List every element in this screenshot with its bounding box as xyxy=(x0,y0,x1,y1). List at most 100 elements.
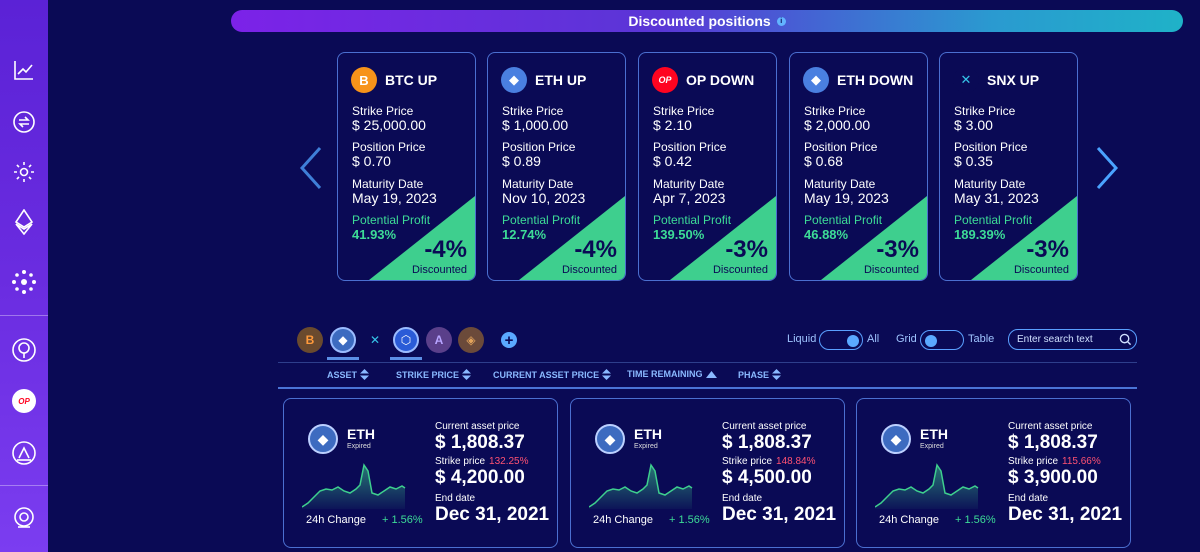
profit-label: Potential Profit xyxy=(352,213,431,227)
gear-icon[interactable] xyxy=(9,157,39,187)
arbitrum-network-icon[interactable] xyxy=(9,438,39,468)
ethereum-network-icon[interactable] xyxy=(9,207,39,237)
balloon-icon[interactable] xyxy=(9,335,39,365)
profit-label: Potential Profit xyxy=(954,213,1033,227)
end-date-value: Dec 31, 2021 xyxy=(722,504,837,525)
ethereum-icon: ◆ xyxy=(501,67,527,93)
change-value: + 1.56% xyxy=(669,514,710,526)
strike-value: $ 2,000.00 xyxy=(804,117,871,133)
column-current-asset-price[interactable]: CURRENT ASSET PRICE xyxy=(493,369,612,380)
market-card[interactable]: ◆ ETH Expired 24h Change + 1.56% Current… xyxy=(856,398,1131,548)
end-date-value: Dec 31, 2021 xyxy=(435,504,550,525)
strike-price-value: $ 3,900.00 xyxy=(1008,467,1098,488)
profit-value: 189.39% xyxy=(954,227,1006,242)
position-price-label: Position Price xyxy=(804,140,878,154)
grid-table-toggle[interactable] xyxy=(920,330,964,350)
maturity-value: Nov 10, 2023 xyxy=(502,190,586,206)
position-name: ETH DOWN xyxy=(837,72,914,88)
change-value: + 1.56% xyxy=(955,514,996,526)
column-strike-price[interactable]: STRIKE PRICE xyxy=(396,369,472,380)
strike-price-label: Strike price 148.84% xyxy=(722,456,816,467)
position-price-value: $ 0.68 xyxy=(804,153,843,169)
liquid-all-toggle[interactable] xyxy=(819,330,863,350)
synthetix-filter-icon[interactable]: ✕ xyxy=(369,333,381,347)
aave-filter-icon[interactable]: A xyxy=(426,327,452,353)
support-icon[interactable] xyxy=(9,503,39,533)
asset-symbol: ETH xyxy=(634,426,662,442)
strike-percent: 132.25% xyxy=(489,456,529,467)
market-card[interactable]: ◆ ETH Expired 24h Change + 1.56% Current… xyxy=(570,398,845,548)
search-icon[interactable] xyxy=(1119,333,1132,346)
ethereum-icon: ◆ xyxy=(595,424,625,454)
bitcoin-filter-icon[interactable]: B xyxy=(297,327,323,353)
info-icon[interactable]: i xyxy=(776,16,786,26)
column-phase[interactable]: PHASE xyxy=(738,369,782,380)
sort-icon xyxy=(462,369,472,380)
sort-icon xyxy=(602,369,612,380)
position-price-label: Position Price xyxy=(954,140,1028,154)
discount-percent: -3% xyxy=(1026,236,1069,263)
position-card[interactable]: ◆ ETH UP Strike Price $ 1,000.00 Positio… xyxy=(487,52,626,281)
price-sparkline xyxy=(302,463,406,509)
discount-label: Discounted xyxy=(561,264,617,276)
add-asset-button[interactable]: + xyxy=(501,332,517,348)
status-badge: Expired xyxy=(347,443,371,450)
ethereum-filter-icon[interactable]: ◆ xyxy=(330,327,356,353)
liquid-label: Liquid xyxy=(787,333,817,345)
change-label: 24h Change xyxy=(306,514,366,526)
end-date-label: End date xyxy=(1008,493,1049,504)
current-price-label: Current asset price xyxy=(722,421,807,432)
search-input[interactable] xyxy=(1008,329,1137,350)
column-time-remaining[interactable]: TIME REMAINING xyxy=(627,369,717,379)
market-card[interactable]: ◆ ETH Expired 24h Change + 1.56% Current… xyxy=(283,398,558,548)
optimism-icon: OP xyxy=(652,67,678,93)
maturity-label: Maturity Date xyxy=(804,177,876,191)
strike-value: $ 2.10 xyxy=(653,117,692,133)
position-price-value: $ 0.89 xyxy=(502,153,541,169)
bnb-filter-icon[interactable]: ◈ xyxy=(458,327,484,353)
position-card[interactable]: ◆ ETH DOWN Strike Price $ 2,000.00 Posit… xyxy=(789,52,928,281)
strike-label: Strike Price xyxy=(954,104,1016,118)
column-asset[interactable]: ASSET xyxy=(327,369,370,380)
position-card[interactable]: OP OP DOWN Strike Price $ 2.10 Position … xyxy=(638,52,777,281)
position-card[interactable]: ✕ SNX UP Strike Price $ 3.00 Position Pr… xyxy=(939,52,1078,281)
chevron-left-icon[interactable] xyxy=(296,145,326,191)
sidebar: OP xyxy=(0,0,48,552)
chart-line-icon[interactable] xyxy=(9,55,39,85)
discount-percent: -4% xyxy=(424,236,467,263)
sort-icon xyxy=(772,369,782,380)
end-date-label: End date xyxy=(722,493,763,504)
position-price-label: Position Price xyxy=(352,140,426,154)
chainlink-filter-icon[interactable]: ⬡ xyxy=(393,327,419,353)
profit-value: 46.88% xyxy=(804,227,849,242)
chevron-right-icon[interactable] xyxy=(1092,145,1122,191)
strike-price-label: Strike price 132.25% xyxy=(435,456,529,467)
price-sparkline xyxy=(875,463,979,509)
position-name: ETH UP xyxy=(535,72,587,88)
current-price-label: Current asset price xyxy=(435,421,520,432)
table-label: Table xyxy=(968,333,995,345)
profit-value: 12.74% xyxy=(502,227,547,242)
position-name: SNX UP xyxy=(987,72,1040,88)
status-badge: Expired xyxy=(634,443,658,450)
strike-price-label: Strike price 115.66% xyxy=(1008,456,1101,467)
discount-label: Discounted xyxy=(712,264,768,276)
position-card[interactable]: B BTC UP Strike Price $ 25,000.00 Positi… xyxy=(337,52,476,281)
network-nodes-icon[interactable] xyxy=(9,267,39,297)
banner-title: Discounted positions xyxy=(628,13,771,29)
current-price-value: $ 1,808.37 xyxy=(1008,432,1098,453)
discount-percent: -4% xyxy=(574,236,617,263)
swap-icon[interactable] xyxy=(9,107,39,137)
profit-value: 41.93% xyxy=(352,227,397,242)
position-price-label: Position Price xyxy=(502,140,576,154)
strike-price-value: $ 4,500.00 xyxy=(722,467,812,488)
ethereum-icon: ◆ xyxy=(803,67,829,93)
change-label: 24h Change xyxy=(593,514,653,526)
strike-label: Strike Price xyxy=(653,104,715,118)
discount-percent: -3% xyxy=(725,236,768,263)
maturity-value: May 19, 2023 xyxy=(352,190,437,206)
position-name: BTC UP xyxy=(385,72,438,88)
optimism-network-icon[interactable]: OP xyxy=(9,386,39,416)
strike-percent: 148.84% xyxy=(776,456,816,467)
strike-value: $ 1,000.00 xyxy=(502,117,569,133)
